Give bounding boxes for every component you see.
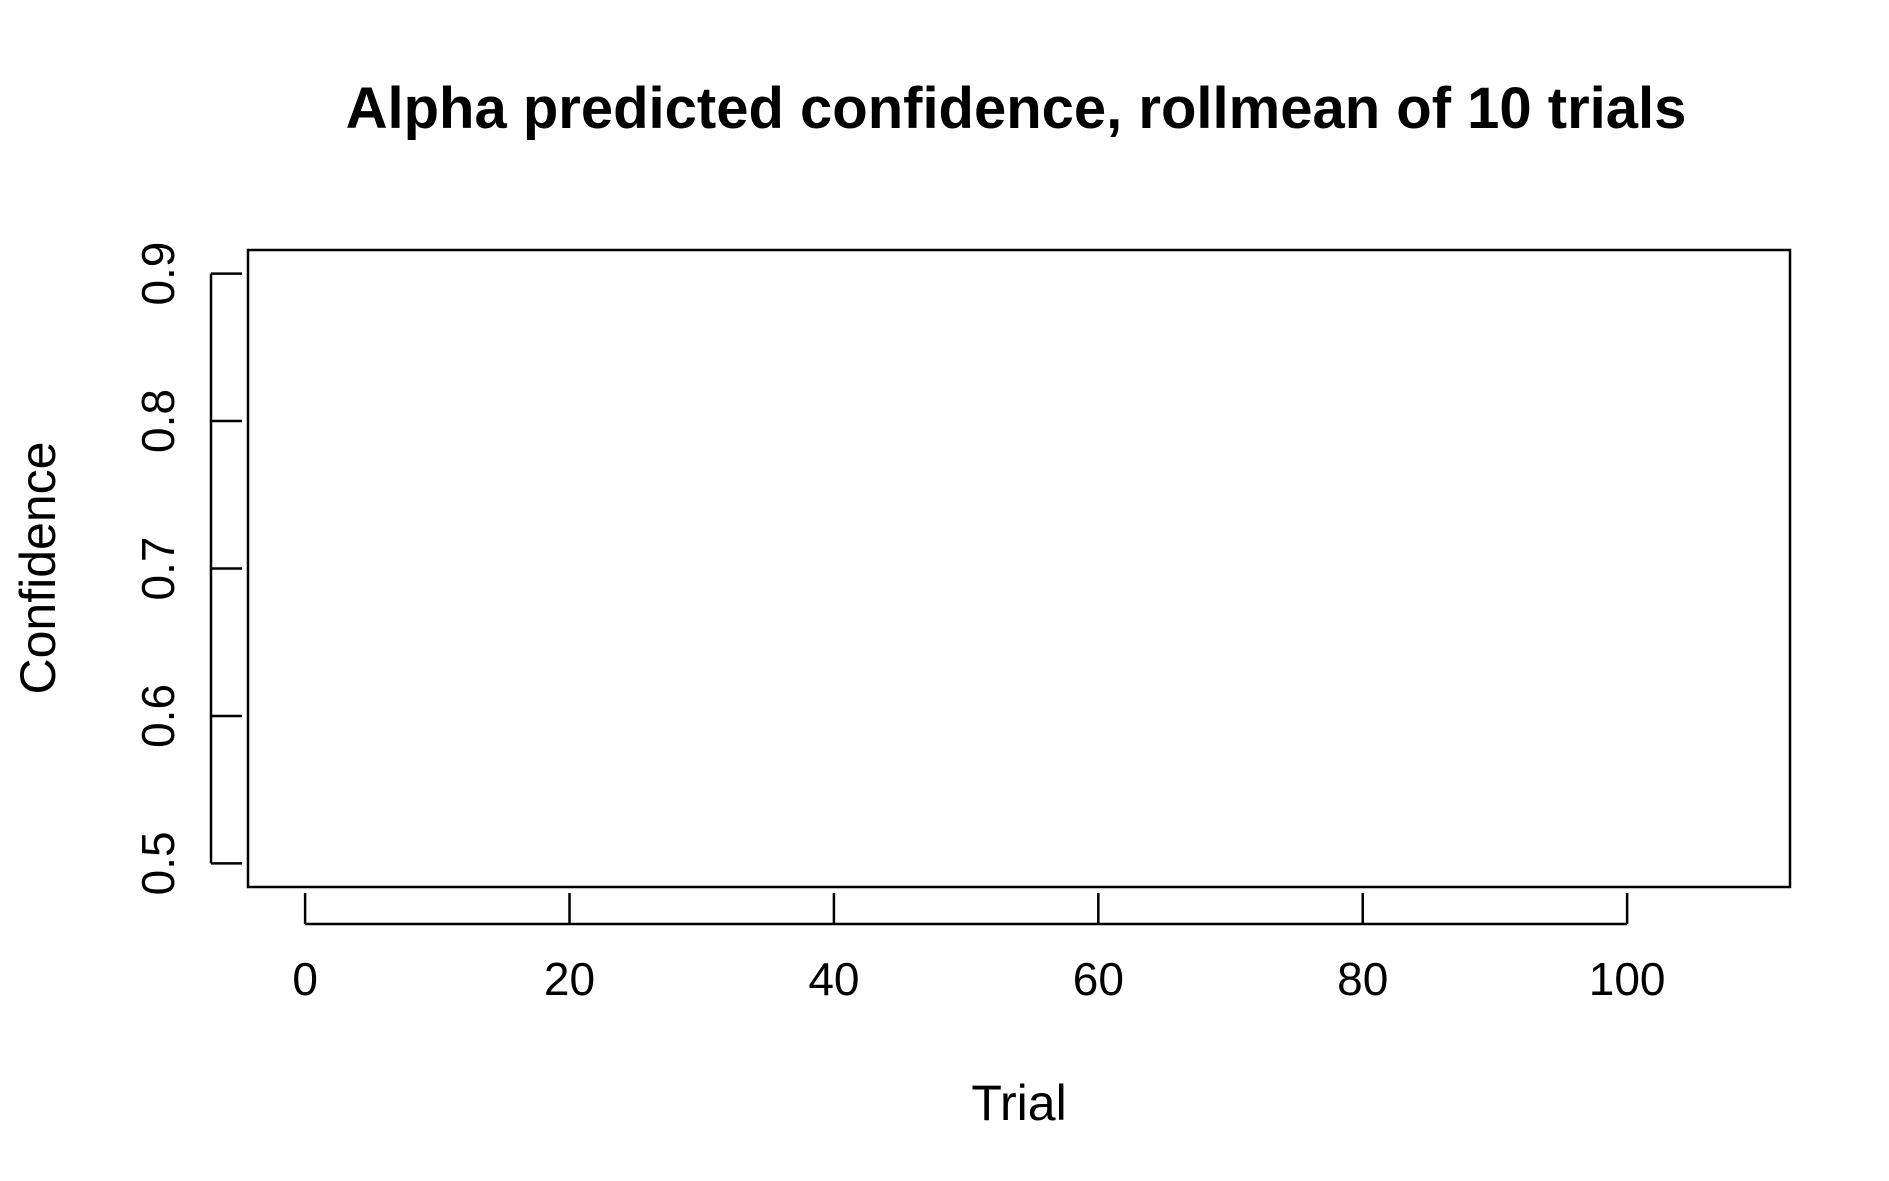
y-tick-label: 0.5	[132, 831, 184, 895]
x-tick-label: 80	[1337, 953, 1388, 1005]
chart-title: Alpha predicted confidence, rollmean of …	[346, 76, 1687, 141]
y-tick-label: 0.8	[132, 389, 184, 453]
x-tick-label: 0	[292, 953, 318, 1005]
x-tick-label: 100	[1589, 953, 1666, 1005]
x-tick-label: 40	[808, 953, 859, 1005]
y-tick-label: 0.9	[132, 242, 184, 306]
y-axis-label: Confidence	[10, 442, 66, 695]
x-axis-label: Trial	[971, 1075, 1066, 1131]
y-tick-label: 0.6	[132, 684, 184, 748]
x-axis: 0 20 40 60 80 100	[292, 893, 1666, 1005]
x-tick-label: 20	[544, 953, 595, 1005]
x-tick-label: 60	[1073, 953, 1124, 1005]
plot-area	[246, 248, 1792, 889]
y-tick-label: 0.7	[132, 537, 184, 601]
y-axis: 0.5 0.6 0.7 0.8 0.9	[132, 242, 242, 895]
